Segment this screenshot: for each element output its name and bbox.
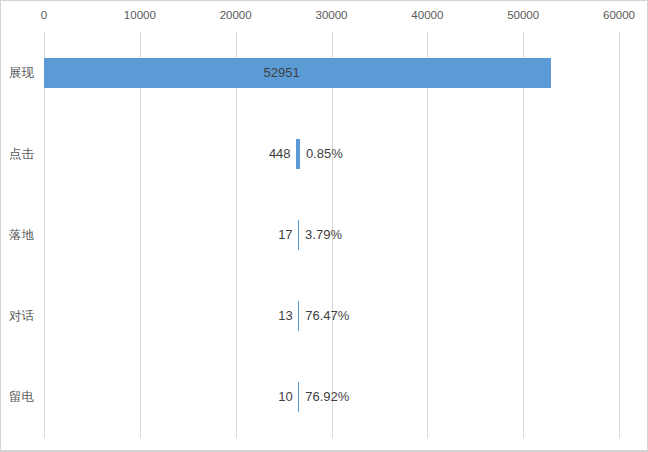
x-axis-tick-label: 30000 <box>316 8 348 23</box>
gridline <box>44 32 45 438</box>
conversion-rate-label: 76.92% <box>305 388 349 406</box>
value-label: 13 <box>223 307 293 325</box>
gridline <box>427 32 428 438</box>
funnel-bar <box>298 382 300 412</box>
value-label: 10 <box>223 388 293 406</box>
category-label: 点击 <box>9 145 34 163</box>
gridline <box>523 32 524 438</box>
category-label: 展现 <box>9 64 34 82</box>
x-axis-tick-label: 0 <box>41 8 47 23</box>
funnel-bar <box>298 301 300 331</box>
gridline <box>140 32 141 438</box>
funnel-bar <box>296 139 300 169</box>
chart-image: { "colors": { "bar": "#5B9BD5", "gridlin… <box>0 0 648 452</box>
x-axis-tick-label: 50000 <box>507 8 539 23</box>
conversion-rate-label: 76.47% <box>305 307 349 325</box>
value-label: 448 <box>221 145 291 163</box>
conversion-rate-label: 3.79% <box>305 226 342 244</box>
conversion-rate-label: 0.85% <box>306 145 343 163</box>
category-label: 落地 <box>9 226 34 244</box>
gridline <box>619 32 620 438</box>
funnel-bar <box>298 220 300 250</box>
x-axis-tick-label: 10000 <box>124 8 156 23</box>
value-label: 17 <box>223 226 293 244</box>
x-axis-tick-label: 60000 <box>603 8 635 23</box>
x-axis-tick-label: 40000 <box>411 8 443 23</box>
value-label: 52951 <box>230 64 300 82</box>
x-axis-tick-label: 20000 <box>220 8 252 23</box>
category-label: 留电 <box>9 388 34 406</box>
conversion-funnel-chart: 0 10000 20000 30000 40000 50000 60000 展现 52951 点… <box>1 1 647 450</box>
category-label: 对话 <box>9 307 34 325</box>
